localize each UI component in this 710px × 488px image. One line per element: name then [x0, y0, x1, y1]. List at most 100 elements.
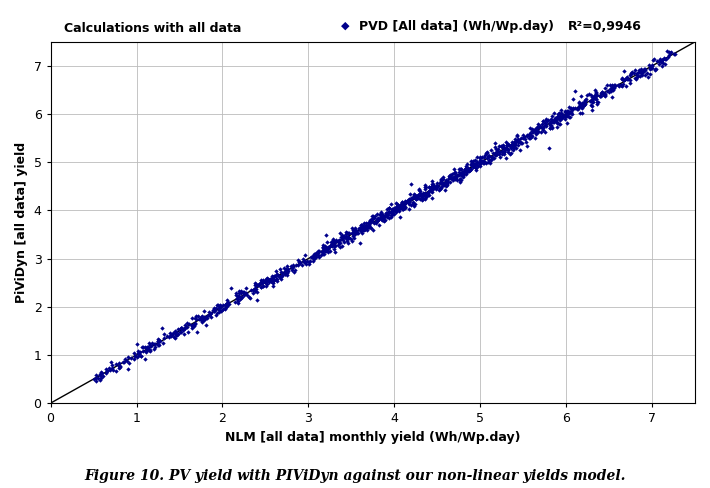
Point: [645, 63, 656, 71]
Point: [427, 185, 439, 193]
Point: [90, 374, 102, 382]
Point: [454, 175, 466, 183]
Point: [348, 234, 359, 242]
Point: [438, 181, 449, 189]
Point: [320, 247, 331, 255]
Point: [432, 182, 443, 190]
Point: [89, 375, 100, 383]
Point: [223, 300, 234, 307]
Point: [386, 211, 397, 219]
Point: [648, 55, 659, 63]
Point: [561, 112, 572, 120]
Point: [328, 245, 339, 253]
Point: [510, 141, 521, 149]
Point: [395, 204, 406, 212]
Point: [356, 227, 367, 235]
Point: [312, 247, 324, 255]
Point: [346, 229, 358, 237]
Point: [286, 264, 297, 272]
Point: [400, 198, 412, 206]
Point: [507, 143, 518, 151]
Point: [655, 58, 667, 66]
Point: [334, 239, 345, 246]
Point: [566, 104, 577, 112]
Point: [377, 216, 388, 224]
Point: [650, 64, 661, 72]
Point: [544, 124, 555, 132]
Point: [275, 268, 287, 276]
Point: [392, 201, 403, 209]
Point: [168, 329, 179, 337]
Point: [390, 208, 401, 216]
Point: [443, 172, 454, 180]
Point: [187, 324, 198, 332]
Point: [411, 192, 422, 200]
Point: [141, 346, 153, 354]
Point: [626, 68, 637, 76]
Point: [266, 277, 277, 285]
Point: [577, 104, 588, 112]
Point: [94, 371, 106, 379]
Point: [385, 208, 396, 216]
Point: [448, 174, 459, 182]
Point: [380, 211, 391, 219]
Point: [114, 364, 125, 372]
Point: [165, 331, 177, 339]
Point: [431, 182, 442, 190]
Point: [535, 128, 547, 136]
Point: [334, 243, 346, 250]
Point: [478, 157, 489, 164]
Point: [506, 149, 517, 157]
Point: [426, 188, 437, 196]
Point: [375, 215, 386, 223]
Point: [221, 303, 232, 311]
Point: [137, 347, 148, 355]
Point: [457, 172, 469, 180]
Point: [506, 142, 518, 150]
Point: [584, 97, 596, 105]
Point: [621, 74, 632, 82]
Point: [452, 171, 463, 179]
Point: [374, 210, 386, 218]
Point: [467, 162, 479, 170]
Point: [351, 227, 362, 235]
Point: [356, 225, 367, 233]
Point: [624, 77, 635, 84]
Point: [195, 317, 207, 325]
Point: [344, 228, 355, 236]
Point: [537, 124, 549, 132]
Point: [515, 135, 527, 142]
Point: [399, 201, 410, 208]
Point: [589, 92, 601, 100]
Point: [444, 179, 456, 186]
Point: [288, 261, 299, 269]
Point: [616, 75, 628, 83]
Point: [532, 128, 544, 136]
Point: [418, 190, 430, 198]
Point: [414, 189, 425, 197]
Point: [477, 160, 488, 167]
Point: [401, 197, 413, 204]
Point: [347, 228, 359, 236]
Point: [462, 166, 474, 174]
Point: [238, 288, 249, 296]
Point: [264, 275, 275, 283]
Point: [308, 255, 320, 263]
Point: [326, 239, 337, 246]
Point: [178, 330, 189, 338]
Point: [393, 204, 404, 212]
Point: [337, 236, 349, 244]
Point: [153, 338, 164, 346]
Point: [358, 225, 369, 233]
Point: [268, 276, 280, 284]
Point: [171, 331, 182, 339]
Point: [439, 180, 450, 187]
Point: [576, 99, 587, 107]
Point: [354, 224, 365, 232]
Point: [349, 229, 360, 237]
Point: [141, 344, 152, 352]
Point: [510, 137, 522, 145]
Point: [310, 253, 322, 261]
Point: [190, 320, 201, 328]
Point: [525, 131, 536, 139]
